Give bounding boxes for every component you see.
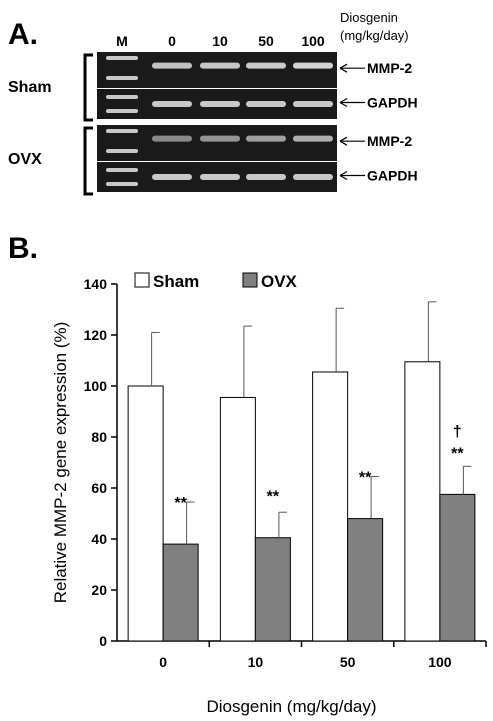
marker-band (106, 56, 138, 60)
lane-label: 10 (212, 33, 228, 49)
gel-band (200, 135, 240, 142)
panel-b-letter: B. (8, 232, 38, 265)
significance-mark: ** (359, 470, 372, 487)
legend-swatch-sham (134, 272, 150, 288)
gel-band (152, 62, 192, 69)
band-label: GAPDH (367, 95, 418, 111)
gel-band (293, 174, 333, 180)
panel-a-letter: A. (8, 18, 38, 51)
group-label: OVX (8, 151, 42, 168)
y-tick-label: 140 (84, 276, 108, 292)
x-tick-label: 100 (428, 654, 452, 670)
group-bracket (83, 126, 93, 196)
x-tick-label: 10 (248, 654, 264, 670)
lane-label: M (116, 33, 128, 49)
bar-sham (219, 396, 256, 642)
bar-ovx (162, 543, 199, 642)
dose-header-line1: Diosgenin (340, 10, 398, 25)
x-tick-label: 0 (159, 654, 167, 670)
bar-ovx (347, 518, 384, 642)
marker-band (106, 149, 138, 153)
band-label: MMP-2 (367, 60, 412, 76)
marker-band (106, 109, 138, 113)
marker-band (106, 129, 138, 133)
legend-label: Sham (153, 272, 199, 291)
arrow-head (339, 136, 348, 146)
marker-band (106, 95, 138, 99)
bar-chart: 0 20 40 60 80 100 120 140 0 10 50 100 ** ** ** ** † Sham O… (51, 272, 487, 716)
gel-band (200, 174, 240, 180)
arrow-head (339, 170, 348, 181)
significance-mark: ** (267, 489, 280, 506)
y-tick-label: 0 (99, 633, 107, 649)
y-tick-label: 20 (91, 582, 107, 598)
significance-mark: ** (451, 445, 464, 462)
x-axis-title: Diosgenin (mg/kg/day) (206, 697, 376, 716)
gel-band (200, 62, 240, 69)
legend-swatch-ovx (242, 272, 258, 288)
bar-sham (312, 371, 349, 642)
dose-header-line2: (mg/kg/day) (340, 28, 409, 43)
y-tick-label: 40 (91, 531, 107, 547)
lane-label: 100 (301, 33, 325, 49)
group-bracket (83, 53, 93, 122)
band-label: MMP-2 (367, 133, 412, 149)
gel-band (152, 174, 192, 180)
gel-band (246, 101, 286, 107)
bar-ovx (254, 537, 291, 642)
arrow-head (339, 97, 348, 108)
y-axis-title: Relative MMP-2 gene expression (%) (51, 322, 70, 604)
gel-band (293, 101, 333, 107)
y-tick-label: 120 (84, 327, 108, 343)
lane-labels: M 0 10 50 100 (116, 33, 325, 49)
group-label: Sham (8, 79, 52, 96)
gel-band (152, 101, 192, 107)
significance-mark: † (453, 423, 462, 440)
lane-label: 50 (258, 33, 274, 49)
bar-sham (404, 361, 441, 642)
lane-label: 0 (168, 33, 176, 49)
bar-ovx (439, 493, 476, 642)
bar-sham (127, 385, 164, 642)
gel-band (293, 135, 333, 142)
legend-label: OVX (261, 272, 298, 291)
gel-band (200, 101, 240, 107)
gel-band (293, 62, 333, 69)
band-label: GAPDH (367, 168, 418, 184)
gel-band (246, 62, 286, 69)
x-tick-label: 50 (340, 654, 356, 670)
significance-mark: ** (174, 495, 187, 512)
gel-band (246, 174, 286, 180)
y-tick-label: 100 (84, 378, 108, 394)
gel-band (152, 135, 192, 142)
marker-band (106, 168, 138, 172)
arrow-head (339, 63, 348, 73)
marker-band (106, 76, 138, 80)
gel-group-ovx: OVX MMP-2 GAPDH (8, 125, 418, 196)
y-tick-label: 80 (91, 429, 107, 445)
gel-group-sham: Sham MMP-2 GAPDH (8, 52, 418, 122)
y-tick-label: 60 (91, 480, 107, 496)
gel-band (246, 135, 286, 142)
marker-band (106, 182, 138, 186)
gel-images: Sham MMP-2 GAPDH OVX MMP-2 GAPDH (8, 52, 418, 196)
